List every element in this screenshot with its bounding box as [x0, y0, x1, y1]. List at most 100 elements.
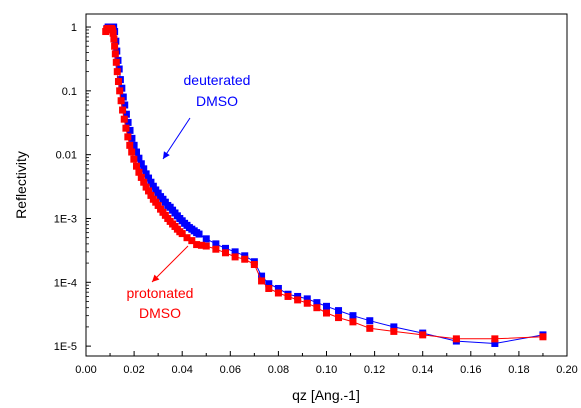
data-point: [390, 323, 398, 331]
data-point: [137, 160, 145, 168]
data-point: [349, 318, 357, 326]
annotation-label: deuterated: [184, 72, 251, 88]
y-tick-label: 1: [71, 22, 77, 34]
y-tick-label: 1E-4: [54, 277, 77, 289]
data-point: [135, 168, 143, 176]
annotation-protonated-dmso: protonated DMSO: [127, 245, 194, 321]
data-point: [135, 154, 143, 162]
data-point: [154, 201, 162, 209]
data-point: [119, 106, 127, 114]
data-point: [128, 148, 136, 156]
data-point: [111, 50, 119, 58]
data-point: [221, 249, 229, 257]
data-point: [147, 191, 155, 199]
data-point: [114, 78, 122, 86]
data-point: [145, 187, 153, 195]
data-point: [258, 272, 266, 280]
annotation-arrow-shaft: [162, 117, 191, 160]
data-point: [195, 230, 203, 238]
x-tick-label: 0.04: [171, 364, 192, 376]
data-point: [120, 115, 128, 123]
data-point: [116, 87, 124, 95]
annotation-label: protonated: [127, 285, 194, 301]
x-tick-label: 0.20: [556, 364, 577, 376]
data-point: [147, 178, 155, 186]
x-axis-label: qz [Ang.-1]: [292, 387, 360, 403]
data-point: [133, 162, 141, 170]
data-point: [140, 178, 148, 186]
data-point: [122, 124, 130, 132]
annotation-arrow-head: [163, 151, 170, 159]
data-point: [137, 173, 145, 181]
data-point: [109, 29, 117, 37]
data-point: [145, 174, 153, 182]
data-point: [193, 241, 201, 249]
x-tick-label: 0.18: [508, 364, 529, 376]
data-point: [142, 170, 150, 178]
data-point: [142, 183, 150, 191]
data-point: [202, 235, 210, 243]
data-point: [110, 35, 118, 43]
data-point: [111, 42, 119, 50]
data-point: [126, 141, 134, 149]
data-point: [124, 118, 132, 126]
annotation-layer: deuterated DMSO protonated DMSO: [127, 72, 251, 321]
data-point: [313, 304, 321, 312]
data-point: [197, 241, 205, 249]
annotation-arrow-shaft: [151, 245, 189, 283]
x-tick-label: 0.10: [316, 364, 337, 376]
annotation-deuterated-dmso: deuterated DMSO: [162, 72, 251, 160]
data-point: [130, 155, 138, 163]
data-point: [149, 182, 157, 190]
y-tick-label: 0.01: [56, 150, 77, 162]
data-point: [221, 244, 229, 252]
data-point: [128, 134, 136, 142]
x-tick-label: 0.06: [220, 364, 241, 376]
data-point: [122, 110, 130, 118]
data-point: [366, 324, 374, 332]
data-point: [323, 302, 330, 310]
data-point: [303, 299, 311, 307]
data-point: [212, 240, 220, 248]
data-point: [212, 245, 220, 253]
data-point: [539, 333, 547, 341]
data-point: [323, 309, 330, 317]
data-point: [366, 317, 374, 325]
data-point: [303, 295, 311, 303]
y-axis-label: Reflectivity: [13, 151, 29, 219]
y-axis: 1 0.1 0.01 1E-3 1E-4 1E-5: [54, 22, 91, 353]
x-tick-label: 0.08: [268, 364, 289, 376]
data-point: [265, 280, 273, 288]
data-point: [274, 284, 282, 292]
data-point: [335, 314, 343, 322]
data-point: [335, 307, 343, 315]
data-point: [117, 97, 125, 105]
data-point: [202, 242, 210, 250]
annotation-arrow-head: [152, 274, 160, 282]
data-point: [188, 237, 196, 245]
data-point: [491, 339, 499, 347]
data-point: [121, 101, 129, 109]
x-tick-label: 0.00: [75, 364, 96, 376]
data-point: [390, 327, 398, 335]
data-point: [231, 248, 239, 256]
x-axis: 0.00 0.02 0.04 0.06 0.08 0.10 0.12 0.14 0.16 0.18…: [75, 351, 578, 376]
data-point: [112, 58, 120, 66]
data-point: [265, 284, 273, 292]
data-point: [231, 253, 239, 261]
x-tick-label: 0.12: [364, 364, 385, 376]
data-point: [241, 255, 249, 263]
data-point: [126, 126, 134, 134]
data-point: [250, 261, 258, 269]
series-protonated-dmso: [102, 24, 547, 343]
data-point: [419, 331, 427, 339]
data-point: [491, 335, 499, 343]
data-point: [178, 230, 186, 238]
data-point: [274, 289, 282, 297]
x-tick-label: 0.02: [123, 364, 144, 376]
data-point: [294, 296, 302, 304]
y-tick-label: 1E-5: [54, 341, 77, 353]
series-layer: [102, 23, 547, 347]
data-point: [119, 93, 127, 101]
